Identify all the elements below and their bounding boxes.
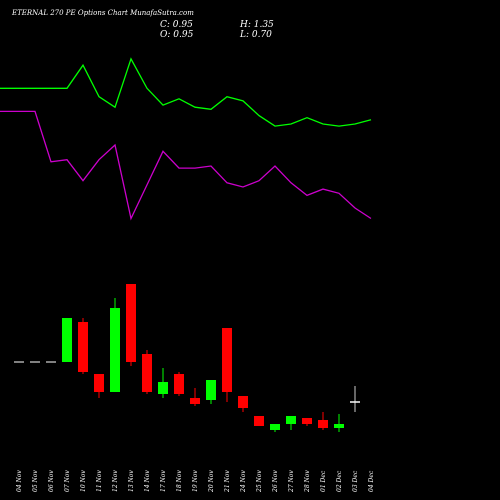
candle-body	[110, 308, 120, 392]
x-tick-label: 10 Nov	[80, 470, 87, 492]
x-tick-label: 06 Nov	[48, 470, 55, 492]
candle	[222, 328, 232, 402]
x-tick-label: 21 Nov	[224, 470, 231, 493]
candle	[174, 372, 184, 396]
candle	[78, 318, 88, 374]
candle-body	[334, 424, 344, 428]
x-tick-label: 11 Nov	[96, 470, 103, 492]
x-tick-label: 18 Nov	[176, 470, 183, 492]
candle-body	[174, 374, 184, 394]
x-tick-label: 19 Nov	[192, 470, 199, 492]
indicator-magenta-line	[0, 110, 372, 221]
candle	[158, 368, 168, 398]
candle-body	[238, 396, 248, 408]
candle-body	[62, 318, 72, 362]
x-tick-label: 14 Nov	[144, 470, 151, 492]
x-tick-label: 04 Dec	[368, 470, 375, 492]
close-label: C: 0.95	[160, 20, 193, 30]
x-tick-label: 02 Dec	[336, 470, 343, 492]
candle-body	[254, 416, 264, 426]
candlestick-series	[14, 284, 360, 432]
x-tick-label: 20 Nov	[208, 470, 215, 493]
candle	[254, 416, 264, 426]
x-tick-label: 25 Nov	[256, 470, 263, 493]
candle-body	[142, 354, 152, 392]
candle-body	[78, 322, 88, 372]
candle	[126, 284, 136, 366]
x-tick-label: 27 Nov	[288, 470, 295, 493]
candle	[62, 318, 72, 362]
candle-body	[126, 284, 136, 362]
candle	[350, 386, 360, 412]
candle	[302, 418, 312, 426]
x-tick-label: 04 Nov	[16, 470, 23, 492]
x-tick-label: 24 Nov	[240, 470, 247, 493]
candle-body	[94, 374, 104, 392]
open-label: O: 0.95	[160, 30, 194, 40]
candle-body	[286, 416, 296, 424]
indicator-lines	[0, 57, 372, 221]
candle-body	[270, 424, 280, 430]
candle	[334, 414, 344, 432]
x-tick-label: 05 Nov	[32, 470, 39, 492]
indicator-green-line	[0, 57, 372, 127]
candle	[206, 380, 216, 404]
chart-title: ETERNAL 270 PE Options Chart MunafaSutra…	[11, 9, 194, 17]
x-tick-label: 01 Dec	[320, 470, 327, 492]
candle	[270, 424, 280, 432]
candle-body	[158, 382, 168, 394]
candle-body	[302, 418, 312, 424]
x-tick-label: 12 Nov	[112, 470, 119, 492]
x-tick-label: 03 Dec	[352, 470, 359, 492]
candle	[110, 298, 120, 392]
x-tick-label: 07 Nov	[64, 470, 71, 492]
candle	[142, 350, 152, 394]
high-label: H: 1.35	[239, 20, 274, 30]
candle-body	[318, 420, 328, 428]
candle	[318, 412, 328, 430]
candle	[286, 416, 296, 430]
x-tick-label: 26 Nov	[272, 470, 279, 493]
candle	[190, 388, 200, 406]
x-tick-label: 28 Nov	[304, 470, 311, 493]
candle	[94, 374, 104, 398]
candle-body	[190, 398, 200, 404]
candle-body	[222, 328, 232, 392]
x-tick-label: 13 Nov	[128, 470, 135, 492]
x-axis-ticks: 04 Nov 05 Nov 06 Nov 07 Nov 10 Nov 11 Nov 12 N…	[16, 470, 375, 493]
candle	[238, 396, 248, 412]
candle-body	[206, 380, 216, 400]
x-tick-label: 17 Nov	[160, 470, 167, 492]
low-label: L: 0.70	[239, 30, 272, 40]
